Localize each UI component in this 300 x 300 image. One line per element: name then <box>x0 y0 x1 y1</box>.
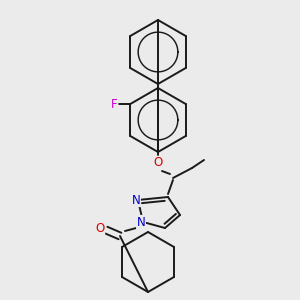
Text: F: F <box>111 98 118 110</box>
Text: N: N <box>132 194 140 206</box>
Text: N: N <box>136 215 146 229</box>
Text: O: O <box>153 157 163 169</box>
Text: O: O <box>95 221 105 235</box>
